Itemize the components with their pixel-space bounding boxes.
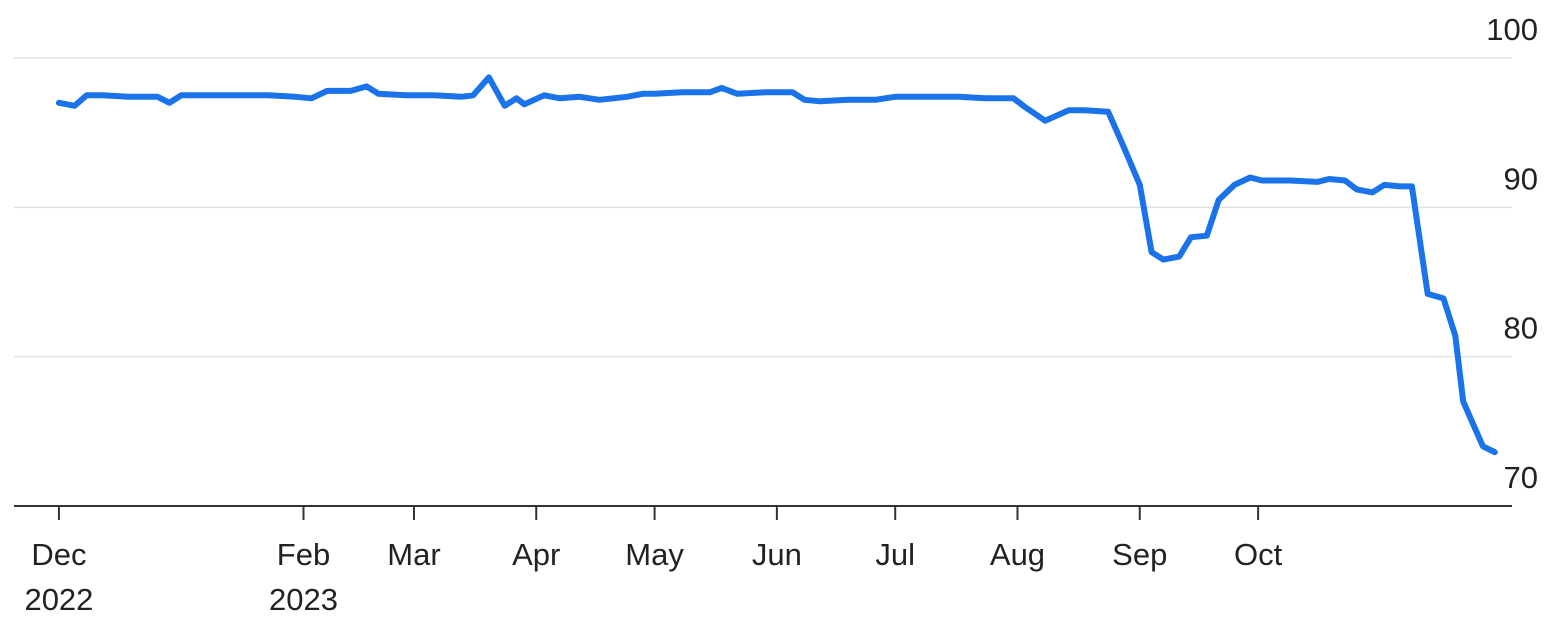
x-tick-label-jun: Jun — [752, 537, 802, 572]
x-tick-year-2022: 2022 — [24, 582, 93, 617]
y-axis-ticks: 100 90 80 70 — [1486, 12, 1538, 495]
x-tick-label-dec: Dec — [31, 537, 86, 572]
x-axis: Dec 2022 Feb 2023 Mar Apr May Jun Jul Aug Sep Oct — [14, 505, 1512, 617]
y-tick-label-90: 90 — [1504, 161, 1538, 196]
y-tick-label-70: 70 — [1504, 460, 1538, 495]
x-tick-label-mar: Mar — [387, 537, 440, 572]
x-tick-label-feb: Feb — [277, 537, 330, 572]
x-tick-label-oct: Oct — [1234, 537, 1283, 572]
x-tick-label-jul: Jul — [875, 537, 915, 572]
y-tick-label-80: 80 — [1504, 311, 1538, 346]
x-tick-label-aug: Aug — [990, 537, 1045, 572]
x-tick-year-2023: 2023 — [269, 582, 338, 617]
series-line-0 — [55, 74, 1498, 456]
x-tick-label-sep: Sep — [1112, 537, 1167, 572]
gridlines — [14, 57, 1512, 358]
x-tick-label-apr: Apr — [512, 537, 560, 572]
x-tick-label-may: May — [625, 537, 684, 572]
y-tick-label-100: 100 — [1486, 12, 1538, 47]
series-layer — [55, 74, 1498, 456]
